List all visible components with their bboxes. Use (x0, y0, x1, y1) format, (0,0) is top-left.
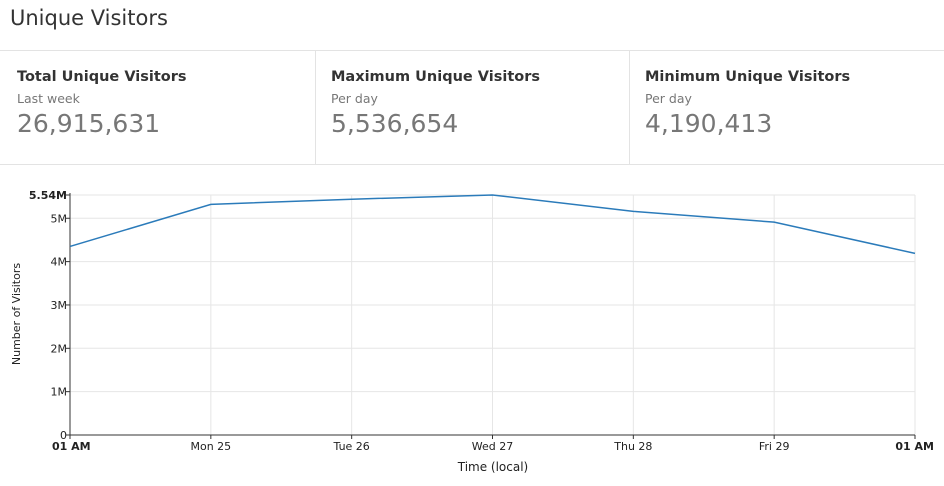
stat-value: 5,536,654 (331, 109, 459, 138)
y-tick-label: 5M (51, 212, 68, 225)
page-title: Unique Visitors (10, 6, 168, 30)
x-tick-label: Thu 28 (613, 440, 652, 453)
stats-row: Total Unique Visitors Last week 26,915,6… (0, 51, 944, 165)
x-tick-label: Tue 26 (333, 440, 370, 453)
label-layer: Time (local) Number of Visitors (10, 263, 528, 474)
grid-layer (70, 194, 916, 435)
y-tick-label: 1M (51, 386, 68, 399)
stat-maximum-unique-visitors: Maximum Unique Visitors Per day 5,536,65… (315, 51, 629, 164)
stat-sublabel: Per day (331, 91, 378, 106)
chart-area: 0 1M 2M 3M 4M 5M 5.54M 01 AM Mon 25 Tue 26 Wed 27 T… (0, 165, 944, 482)
y-axis-title: Number of Visitors (10, 263, 23, 365)
x-axis-title: Time (local) (457, 460, 529, 474)
y-tick-label: 2M (51, 342, 68, 355)
y-tick-label: 3M (51, 299, 68, 312)
stat-value: 26,915,631 (17, 109, 161, 138)
stat-minimum-unique-visitors: Minimum Unique Visitors Per day 4,190,41… (629, 51, 944, 164)
x-tick-label: 01 AM (895, 440, 934, 453)
x-tick-label: 01 AM (52, 440, 91, 453)
series-layer (69, 194, 916, 255)
stat-value: 4,190,413 (645, 109, 773, 138)
stat-sublabel: Last week (17, 91, 80, 106)
x-tick-label: Fri 29 (759, 440, 790, 453)
stat-label: Maximum Unique Visitors (331, 69, 540, 85)
axis-layer: 0 1M 2M 3M 4M 5M 5.54M 01 AM Mon 25 Tue 26 Wed 27 T… (29, 189, 934, 453)
y-tick-label: 0 (60, 429, 67, 442)
x-tick-label: Mon 25 (190, 440, 231, 453)
stat-label: Total Unique Visitors (17, 69, 187, 85)
stat-total-unique-visitors: Total Unique Visitors Last week 26,915,6… (0, 51, 315, 164)
x-tick-label: Wed 27 (472, 440, 513, 453)
title-bar: Unique Visitors (0, 0, 944, 51)
y-tick-label: 5.54M (29, 189, 67, 202)
y-tick-label: 4M (51, 256, 68, 269)
visitors-series-line (69, 194, 916, 255)
stat-sublabel: Per day (645, 91, 692, 106)
stat-label: Minimum Unique Visitors (645, 69, 851, 85)
